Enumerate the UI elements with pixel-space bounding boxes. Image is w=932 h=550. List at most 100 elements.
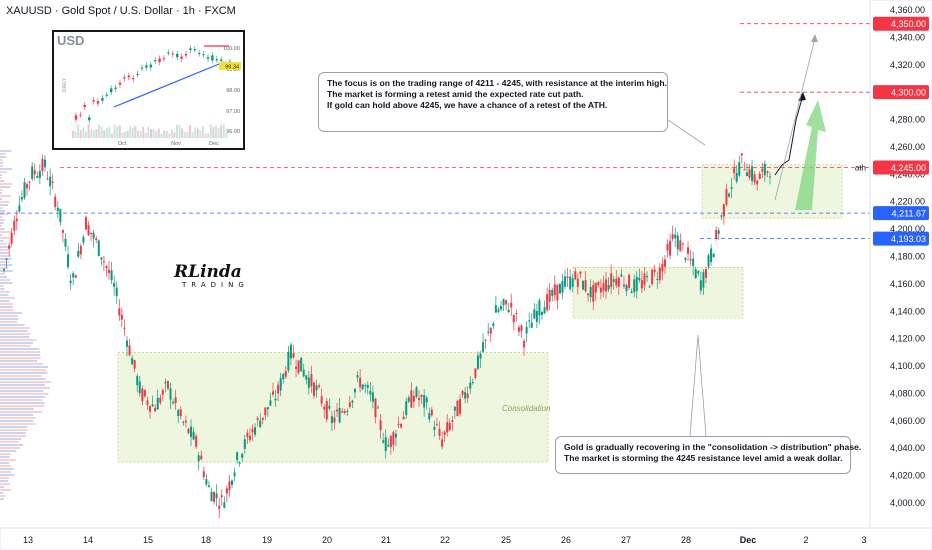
volume-profile-bar — [0, 402, 44, 404]
candle-body — [669, 241, 671, 256]
candle-body — [333, 417, 335, 422]
y-tick-label: 4,120.00 — [890, 334, 925, 344]
inset-volume-bar — [189, 125, 191, 138]
candle-body — [695, 269, 697, 278]
inset-volume-bar — [93, 130, 95, 138]
inset-candle-body — [163, 58, 165, 59]
candle-body — [382, 440, 384, 442]
x-tick-label: 28 — [681, 535, 691, 545]
volume-profile-bar — [0, 471, 11, 473]
inset-candle-body — [101, 98, 103, 101]
inset-volume-bar — [98, 124, 100, 138]
candle-body — [705, 269, 707, 278]
volume-profile-bar — [0, 378, 46, 380]
candle-body — [336, 410, 338, 412]
candle-body — [410, 390, 412, 407]
candle-body — [490, 328, 492, 334]
candle-body — [564, 276, 566, 286]
candle-body — [6, 259, 8, 260]
volume-profile-bar — [0, 312, 22, 314]
inset-volume-bar — [145, 133, 147, 138]
candle-body — [216, 494, 218, 499]
candle-body — [441, 439, 443, 446]
candle-body — [72, 273, 74, 277]
inset-candle-body — [220, 59, 222, 60]
candle-body — [93, 233, 95, 239]
x-tick-label: 21 — [381, 535, 391, 545]
inset-volume-bar — [199, 131, 201, 138]
candle-body — [218, 506, 220, 509]
inset-candle-body — [141, 68, 143, 69]
candle-body — [323, 407, 325, 410]
inset-candle-body — [75, 115, 77, 119]
inset-volume-bar — [218, 128, 220, 138]
volume-profile-bar — [0, 330, 27, 332]
candle-body — [544, 307, 546, 313]
candle-body — [615, 279, 617, 286]
candle-body — [451, 420, 453, 422]
candle-body — [408, 397, 410, 401]
candle-body — [754, 174, 756, 182]
candle-body — [551, 290, 553, 296]
candle-body — [549, 290, 551, 302]
candle-body — [108, 270, 110, 273]
volume-profile-bar — [0, 465, 11, 467]
candle-body — [292, 353, 294, 358]
volume-profile-bar — [0, 447, 20, 449]
candle-body — [344, 411, 346, 413]
inset-candle-body — [176, 54, 178, 57]
inset-x-tick: Nov — [171, 141, 181, 147]
volume-profile-bar — [0, 276, 7, 278]
candle-body — [341, 412, 343, 413]
candle-body — [462, 391, 464, 395]
candle-body — [708, 255, 710, 266]
candle-body — [3, 269, 5, 270]
volume-profile-bar — [0, 252, 8, 254]
inset-volume-bar — [215, 126, 217, 138]
inset-candle-body — [88, 117, 90, 120]
candle-body — [541, 312, 543, 315]
candle-body — [733, 168, 735, 173]
candle-body — [244, 439, 246, 449]
candle-body — [464, 392, 466, 398]
candle-body — [626, 285, 628, 291]
candle-body — [88, 225, 90, 235]
x-tick-label: 13 — [23, 535, 33, 545]
candle-body — [467, 394, 469, 398]
x-tick-label: 22 — [440, 535, 450, 545]
candle-body — [41, 159, 43, 171]
x-tick-label: 18 — [201, 535, 211, 545]
inset-volume-bar — [121, 132, 123, 138]
inset-volume-bar — [132, 128, 134, 138]
candle-body — [221, 495, 223, 497]
candle-body — [85, 217, 87, 230]
inset-volume-bar — [202, 126, 204, 138]
inset-volume-bar — [124, 132, 126, 138]
candle-body — [761, 169, 763, 172]
volume-profile-bar — [0, 492, 4, 494]
analysis-note-top: The focus is on the trading range of 421… — [318, 72, 668, 132]
inset-candle-body — [216, 59, 218, 60]
candle-body — [423, 395, 425, 408]
volume-profile-bar — [0, 399, 42, 401]
candle-body — [111, 270, 113, 280]
candle-body — [144, 390, 146, 396]
volume-profile-bar — [0, 336, 29, 338]
candle-body — [649, 286, 651, 287]
candle-body — [90, 233, 92, 234]
candle-body — [80, 246, 82, 254]
inset-volume-bar — [171, 129, 173, 138]
inset-volume-bar — [85, 131, 87, 138]
candle-body — [205, 479, 207, 484]
inset-volume-bar — [114, 125, 116, 138]
candle-body — [246, 433, 248, 437]
x-tick-label: 25 — [501, 535, 511, 545]
candle-body — [200, 456, 202, 460]
volume-profile-bar — [0, 423, 36, 425]
price-zone — [573, 267, 743, 318]
candle-body — [318, 385, 320, 386]
candle-body — [118, 308, 120, 315]
candle-body — [667, 244, 669, 251]
ath-label: ath — [855, 163, 866, 172]
volume-profile-bar — [0, 417, 36, 419]
